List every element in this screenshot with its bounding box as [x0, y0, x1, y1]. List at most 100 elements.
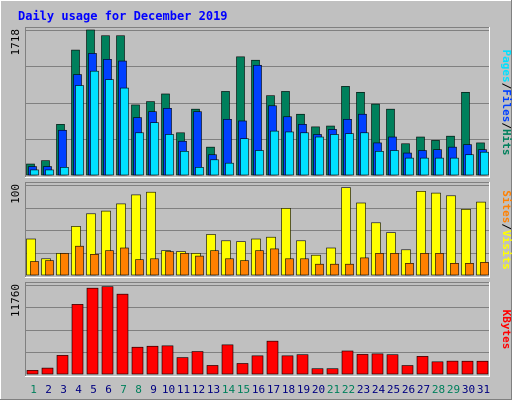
kbytes-bar — [191, 351, 204, 375]
kbytes-bar — [41, 367, 54, 375]
sites-bar — [180, 253, 189, 276]
pages-bar — [240, 138, 249, 176]
kbytes-bar — [101, 286, 114, 375]
sites-bar — [120, 247, 129, 276]
pages-bar — [180, 151, 189, 176]
labels: 171810011760Pages/Files/HitsSites/Visits… — [9, 29, 512, 396]
kbytes-bar — [131, 346, 144, 375]
day-label: 8 — [135, 383, 142, 396]
kbytes-bar — [86, 287, 99, 375]
y-max-label: 11760 — [9, 284, 22, 317]
sites-bar — [330, 263, 339, 276]
day-label: 24 — [372, 383, 386, 396]
kbytes-bar — [116, 293, 129, 375]
visits-bar — [341, 187, 351, 276]
pages-bar — [375, 151, 384, 176]
files-bar — [193, 111, 202, 176]
kbytes-bar — [386, 354, 399, 375]
pages-bar — [60, 167, 69, 176]
chart-title: Daily usage for December 2019 — [18, 9, 228, 23]
day-label: 15 — [237, 383, 250, 396]
pages-bar — [480, 151, 489, 176]
kbytes-bar — [176, 357, 189, 375]
day-label: 21 — [327, 383, 340, 396]
pages-bar — [135, 132, 144, 176]
pages-bar — [120, 87, 129, 176]
kbytes-bar — [26, 370, 39, 375]
pages-bar — [285, 131, 294, 176]
kbytes-bar — [236, 363, 249, 375]
pages-bar — [345, 133, 354, 176]
day-label: 4 — [75, 383, 82, 396]
pages-bar — [165, 134, 174, 176]
bars — [26, 29, 489, 375]
kbytes-bar — [461, 360, 474, 375]
day-label: 29 — [447, 383, 460, 396]
sites-bar — [465, 262, 474, 276]
kbytes-bar — [401, 365, 414, 375]
sites-bar — [255, 250, 264, 276]
sites-bar — [405, 262, 414, 276]
y-max-label: 1718 — [9, 29, 22, 56]
day-label: 20 — [312, 383, 325, 396]
kbytes-bar — [56, 355, 69, 375]
kbytes-bar — [146, 345, 159, 375]
day-label: 22 — [342, 383, 355, 396]
sites-bar — [390, 253, 399, 276]
day-label: 13 — [207, 383, 220, 396]
sites-bar — [375, 253, 384, 276]
kbytes-bar — [251, 355, 264, 375]
day-label: 5 — [90, 383, 97, 396]
pages-bar — [300, 132, 309, 176]
day-label: 25 — [387, 383, 400, 396]
sites-bar — [225, 258, 234, 276]
pages-bar — [30, 169, 39, 176]
pages-bar — [315, 136, 324, 176]
pages-bar — [390, 150, 399, 176]
series-legend-bottom: KBytes — [500, 310, 512, 350]
legend-visits: Visits — [500, 230, 512, 270]
day-label: 30 — [462, 383, 475, 396]
sites-bar — [480, 262, 489, 276]
sites-bar — [90, 254, 99, 276]
sites-bar — [195, 255, 204, 276]
pages-bar — [210, 159, 219, 176]
day-label: 27 — [417, 383, 430, 396]
kbytes-bar — [431, 361, 444, 375]
pages-bar — [255, 150, 264, 176]
sites-bar — [30, 261, 39, 276]
sites-bar — [60, 253, 69, 276]
pages-bar — [420, 157, 429, 176]
sites-bar — [75, 245, 84, 276]
day-label: 17 — [267, 383, 280, 396]
day-label: 23 — [357, 383, 370, 396]
legend-sites: Sites — [500, 190, 512, 223]
kbytes-bar — [161, 345, 174, 375]
y-max-label: 100 — [9, 184, 22, 204]
legend-files: Files — [500, 89, 512, 122]
kbytes-bar — [296, 354, 309, 375]
kbytes-bar — [416, 356, 429, 375]
sites-bar — [300, 258, 309, 276]
pages-bar — [270, 130, 279, 176]
day-label: 26 — [402, 383, 415, 396]
sites-bar — [45, 260, 54, 276]
sites-bar — [420, 253, 429, 276]
kbytes-bar — [341, 350, 354, 375]
sites-bar — [150, 258, 159, 276]
sites-bar — [360, 257, 369, 276]
pages-bar — [225, 162, 234, 176]
legend-kbytes: KBytes — [500, 310, 512, 350]
kbytes-bar — [71, 304, 84, 375]
legend-separator: / — [500, 223, 512, 230]
legend-pages: Pages — [500, 50, 512, 83]
kbytes-bar — [206, 365, 219, 375]
day-label: 14 — [222, 383, 236, 396]
sites-bar — [105, 250, 114, 276]
legend-hits: Hits — [500, 129, 512, 156]
day-label: 2 — [45, 383, 52, 396]
pages-bar — [45, 169, 54, 176]
series-legend-mid: Sites/Visits — [500, 190, 512, 270]
sites-bar — [210, 250, 219, 276]
